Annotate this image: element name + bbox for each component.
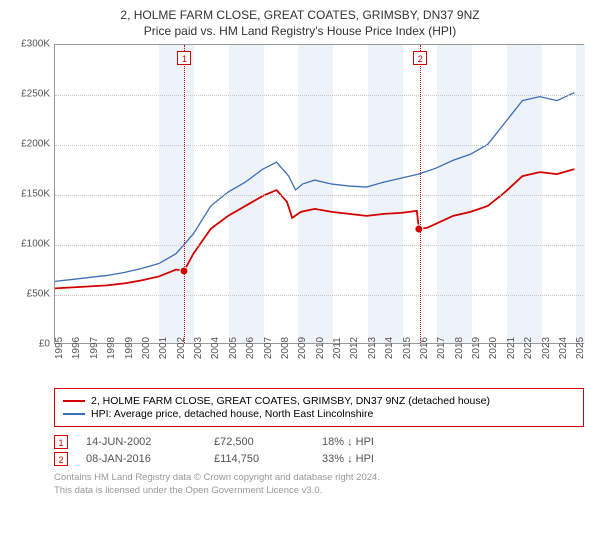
sale-diff: 18% ↓ HPI (322, 436, 412, 448)
plot-area: 12 (54, 44, 584, 344)
x-tick-label: 2017 (436, 337, 447, 359)
x-tick-label: 2003 (193, 337, 204, 359)
y-tick-label: £50K (27, 289, 50, 300)
x-tick-label: 2012 (349, 337, 360, 359)
y-tick-label: £300K (21, 39, 50, 50)
x-tick-label: 2002 (176, 337, 187, 359)
x-tick-label: 2008 (280, 337, 291, 359)
x-tick-label: 2022 (523, 337, 534, 359)
y-tick-label: £100K (21, 239, 50, 250)
x-tick-label: 2000 (141, 337, 152, 359)
sale-index: 1 (54, 435, 68, 449)
legend: 2, HOLME FARM CLOSE, GREAT COATES, GRIMS… (54, 388, 584, 427)
legend-swatch (63, 413, 85, 415)
x-tick-label: 2023 (541, 337, 552, 359)
y-tick-label: £200K (21, 139, 50, 150)
sale-marker-line (184, 45, 185, 343)
sale-marker-label: 2 (413, 51, 427, 65)
legend-item-property: 2, HOLME FARM CLOSE, GREAT COATES, GRIMS… (63, 395, 575, 407)
x-tick-label: 2014 (384, 337, 395, 359)
sale-marker-line (420, 45, 421, 343)
x-tick-label: 1998 (106, 337, 117, 359)
x-tick-label: 2009 (297, 337, 308, 359)
x-tick-label: 2018 (454, 337, 465, 359)
x-tick-label: 2013 (367, 337, 378, 359)
sale-index: 2 (54, 452, 68, 466)
y-tick-label: £250K (21, 89, 50, 100)
legend-item-hpi: HPI: Average price, detached house, Nort… (63, 408, 575, 420)
x-tick-label: 2004 (210, 337, 221, 359)
x-tick-label: 2010 (315, 337, 326, 359)
x-tick-label: 2019 (471, 337, 482, 359)
legend-label: HPI: Average price, detached house, Nort… (91, 408, 373, 420)
x-tick-label: 2021 (506, 337, 517, 359)
x-tick-label: 2015 (402, 337, 413, 359)
x-tick-label: 2024 (558, 337, 569, 359)
y-tick-label: £0 (39, 339, 50, 350)
series-hpi (55, 93, 574, 282)
footer-attribution: Contains HM Land Registry data © Crown c… (54, 472, 590, 498)
legend-label: 2, HOLME FARM CLOSE, GREAT COATES, GRIMS… (91, 395, 490, 407)
x-tick-label: 1996 (71, 337, 82, 359)
x-tick-label: 2001 (158, 337, 169, 359)
x-tick-label: 2007 (263, 337, 274, 359)
x-tick-label: 1999 (124, 337, 135, 359)
chart-lines (55, 45, 583, 343)
x-tick-label: 2005 (228, 337, 239, 359)
sale-price: £72,500 (214, 436, 304, 448)
footer-line: Contains HM Land Registry data © Crown c… (54, 472, 590, 485)
y-tick-label: £150K (21, 189, 50, 200)
y-axis: £0£50K£100K£150K£200K£250K£300K (10, 44, 54, 344)
sale-point (415, 225, 423, 233)
sale-price: £114,750 (214, 453, 304, 465)
x-tick-label: 2025 (575, 337, 586, 359)
x-tick-label: 2016 (419, 337, 430, 359)
x-tick-label: 1995 (54, 337, 65, 359)
sale-row: 2 08-JAN-2016 £114,750 33% ↓ HPI (54, 452, 584, 466)
sale-date: 08-JAN-2016 (86, 453, 196, 465)
title-address: 2, HOLME FARM CLOSE, GREAT COATES, GRIMS… (10, 8, 590, 22)
sale-row: 1 14-JUN-2002 £72,500 18% ↓ HPI (54, 435, 584, 449)
sale-diff: 33% ↓ HPI (322, 453, 412, 465)
chart-titles: 2, HOLME FARM CLOSE, GREAT COATES, GRIMS… (10, 8, 590, 38)
legend-swatch (63, 400, 85, 402)
sale-marker-label: 1 (177, 51, 191, 65)
title-subtitle: Price paid vs. HM Land Registry's House … (10, 24, 590, 38)
chart: £0£50K£100K£150K£200K£250K£300K 12 19951… (10, 44, 590, 384)
footer-line: This data is licensed under the Open Gov… (54, 485, 590, 498)
x-tick-label: 2020 (488, 337, 499, 359)
x-tick-label: 1997 (89, 337, 100, 359)
x-axis: 1995199619971998199920002001200220032004… (54, 344, 584, 384)
sales-table: 1 14-JUN-2002 £72,500 18% ↓ HPI 2 08-JAN-2016… (54, 435, 584, 466)
sale-date: 14-JUN-2002 (86, 436, 196, 448)
x-tick-label: 2006 (245, 337, 256, 359)
x-tick-label: 2011 (332, 337, 343, 359)
